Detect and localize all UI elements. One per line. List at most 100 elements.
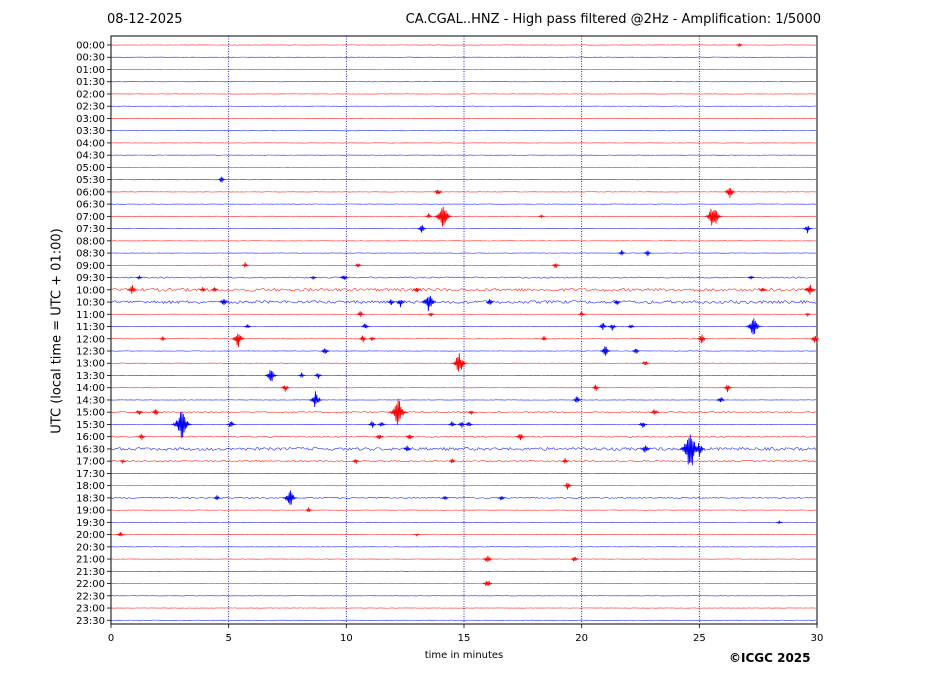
seismic-event: [448, 421, 457, 427]
seismic-event: [388, 398, 408, 426]
trace-row: [110, 411, 817, 414]
seismic-event: [199, 286, 207, 293]
seismic-event: [421, 296, 437, 312]
trace-row: [110, 276, 817, 279]
y-tick-label: 16:00: [76, 432, 105, 443]
seismic-event: [280, 385, 290, 392]
y-tick-label: 02:00: [76, 89, 105, 100]
y-tick-label: 01:00: [76, 65, 105, 76]
seismic-event: [693, 443, 705, 457]
seismic-event: [377, 422, 386, 427]
seismic-event: [310, 275, 317, 281]
y-tick-label: 20:30: [76, 542, 105, 553]
y-tick-label: 16:30: [76, 444, 105, 455]
seismic-event: [482, 555, 493, 562]
y-tick-label: 09:00: [76, 261, 105, 272]
seismic-event: [716, 397, 725, 403]
y-tick-label: 12:00: [76, 334, 105, 345]
y-tick-label: 05:30: [76, 175, 105, 186]
seismic-event: [226, 421, 236, 427]
seismic-event: [696, 334, 707, 344]
x-tick-label: 30: [811, 633, 824, 644]
y-tick-label: 15:30: [76, 420, 105, 431]
seismic-event: [396, 299, 405, 307]
y-tick-label: 18:00: [76, 481, 105, 492]
y-tick-label: 08:00: [76, 236, 105, 247]
y-tick-label: 02:30: [76, 102, 105, 113]
seismic-event: [135, 409, 144, 415]
seismic-event: [282, 490, 297, 505]
seismic-event: [804, 284, 816, 295]
seismic-event: [650, 409, 659, 415]
seismic-event: [417, 225, 426, 233]
seismic-event: [448, 458, 456, 464]
seismic-event: [354, 263, 362, 267]
x-tick-label: 0: [108, 633, 114, 644]
seismic-event: [746, 318, 761, 335]
y-tick-label: 10:30: [76, 298, 105, 309]
y-tick-label: 04:00: [76, 138, 105, 149]
y-tick-label: 00:00: [76, 41, 105, 52]
seismic-event: [572, 396, 582, 403]
seismic-event: [434, 206, 452, 227]
y-tick-label: 06:30: [76, 200, 105, 211]
seismic-event: [441, 496, 449, 501]
x-tick-label: 15: [458, 633, 471, 644]
seismic-event: [219, 299, 229, 306]
x-tick-label: 10: [340, 633, 353, 644]
x-axis-ticks: 0 5 10 15 20 25 30: [108, 624, 824, 644]
vertical-grid: [228, 36, 700, 624]
seismic-event: [540, 335, 548, 342]
seismic-event: [464, 422, 473, 427]
seismic-event: [613, 300, 621, 305]
y-tick-label: 11:30: [76, 322, 105, 333]
seismic-event: [747, 275, 755, 280]
seismic-event: [640, 445, 650, 453]
seismic-event: [320, 348, 330, 354]
seismic-event: [358, 335, 367, 342]
seismic-event: [137, 433, 146, 440]
x-tick-label: 25: [693, 633, 706, 644]
seismic-event: [591, 384, 600, 391]
y-tick-label: 17:30: [76, 469, 105, 480]
seismic-event: [810, 335, 819, 343]
seismic-event: [467, 410, 475, 416]
seismic-event: [340, 274, 348, 280]
seismic-event: [723, 384, 732, 393]
x-axis-label: time in minutes: [424, 650, 504, 661]
seismic-event: [298, 372, 306, 379]
seismic-event: [627, 324, 635, 329]
seismic-event: [736, 43, 743, 48]
y-tick-label: 06:00: [76, 187, 105, 198]
seismic-event: [425, 213, 433, 219]
seismic-event: [309, 391, 323, 408]
seismic-event: [638, 422, 648, 428]
seismic-event: [457, 422, 466, 428]
copyright-label: ©ICGC 2025: [729, 651, 811, 665]
seismic-event: [159, 336, 167, 342]
seismic-event: [643, 250, 652, 257]
trace-rows: [110, 44, 817, 621]
seismic-event: [151, 409, 160, 416]
seismic-event: [314, 373, 322, 379]
seismic-event: [244, 324, 251, 329]
y-tick-label: 19:30: [76, 518, 105, 529]
seismic-event: [413, 533, 420, 537]
seismic-event: [561, 458, 569, 464]
y-tick-label: 07:00: [76, 212, 105, 223]
trace-row: [110, 496, 817, 499]
y-tick-label: 13:30: [76, 371, 105, 382]
seismic-event: [803, 225, 812, 234]
seismic-event: [117, 532, 124, 537]
y-tick-label: 00:30: [76, 53, 105, 64]
y-tick-label: 22:30: [76, 591, 105, 602]
y-tick-label: 21:30: [76, 567, 105, 578]
trace-row: [110, 287, 817, 292]
x-tick-label: 20: [575, 633, 588, 644]
y-tick-label: 10:00: [76, 285, 105, 296]
seismic-event: [759, 287, 767, 292]
seismic-event: [563, 482, 572, 490]
seismic-event: [231, 333, 245, 348]
y-tick-label: 07:30: [76, 224, 105, 235]
plot-date: 08-12-2025: [107, 12, 183, 27]
